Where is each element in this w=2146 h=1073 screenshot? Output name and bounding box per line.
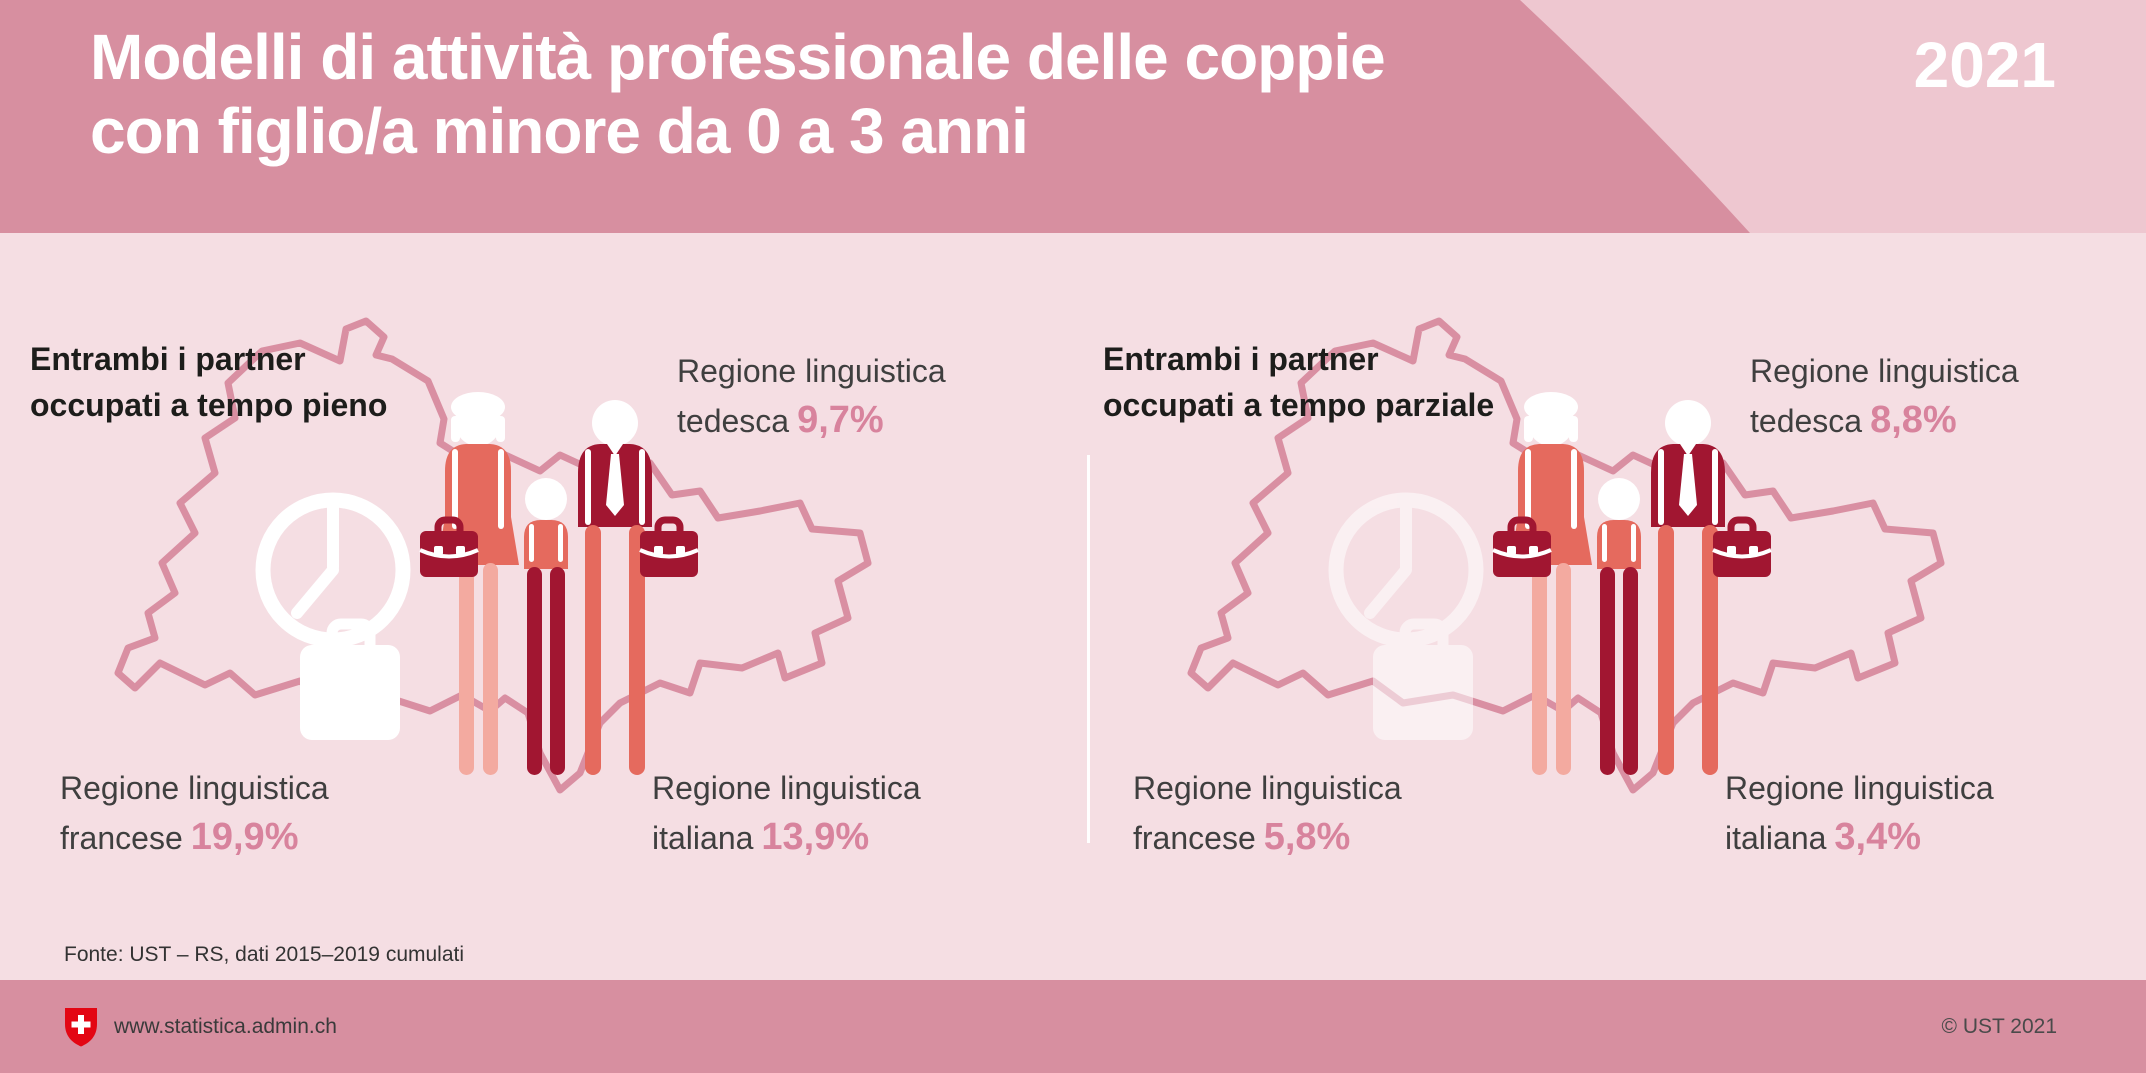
stat-region: italiana (652, 820, 754, 857)
stat-value: 5,8% (1263, 816, 1351, 859)
stat-label: Regione linguistica (652, 770, 921, 806)
header-corner-curve (1520, 0, 2146, 233)
panel-title-part-time: Entrambi i partner occupati a tempo parz… (1103, 341, 1495, 424)
stat-value: 3,4% (1834, 816, 1922, 859)
panel-divider (1087, 455, 1090, 843)
stat-region: francese (60, 820, 183, 857)
statistics-website-url: www.statistica.admin.ch (114, 1014, 337, 1038)
stat-label: Regione linguistica (1750, 353, 2019, 389)
page-title: Modelli di attività professionale delle … (90, 21, 1386, 168)
stat-region: francese (1133, 820, 1256, 857)
year-badge: 2021 (1913, 29, 2056, 101)
stat-french-region: Regione linguistica francese 5,8% (1133, 766, 1402, 865)
stat-label: Regione linguistica (60, 770, 329, 806)
brand: www.statistica.admin.ch (64, 980, 337, 1073)
stat-label: Regione linguistica (1725, 770, 1994, 806)
content-area: Entrambi i partner occupati a tempo pien… (0, 233, 2146, 980)
copyright: © UST 2021 (1941, 1014, 2057, 1038)
stat-value: 19,9% (190, 816, 299, 859)
family-icon (1493, 392, 1771, 775)
stat-label: Regione linguistica (1133, 770, 1402, 806)
clock-briefcase-icon (263, 500, 403, 740)
swiss-flag-icon (65, 1007, 97, 1046)
stat-italian-region: Regione linguistica italiana 3,4% (1725, 766, 1994, 865)
stat-region: italiana (1725, 820, 1827, 857)
stat-label: Regione linguistica (677, 353, 946, 389)
stat-value: 13,9% (761, 816, 870, 859)
panel-part-time: Entrambi i partner occupati a tempo parz… (1073, 233, 2146, 980)
family-icon (420, 392, 698, 775)
panel-full-time: Entrambi i partner occupati a tempo pien… (0, 233, 1073, 980)
stat-region: tedesca (1750, 403, 1863, 440)
stat-german-region: Regione linguistica tedesca 8,8% (1750, 349, 2019, 448)
header: Modelli di attività professionale delle … (0, 0, 2146, 233)
stat-italian-region: Regione linguistica italiana 13,9% (652, 766, 921, 865)
clock-briefcase-icon (1336, 500, 1476, 740)
footer-bar: www.statistica.admin.ch © UST 2021 (0, 980, 2146, 1073)
panel-title-full-time: Entrambi i partner occupati a tempo pien… (30, 341, 388, 424)
stat-value: 9,7% (797, 399, 884, 442)
source-note: Fonte: UST – RS, dati 2015–2019 cumulati (64, 943, 465, 966)
stat-value: 8,8% (1870, 399, 1957, 442)
stat-french-region: Regione linguistica francese 19,9% (60, 766, 329, 865)
stat-german-region: Regione linguistica tedesca 9,7% (677, 349, 946, 448)
stat-region: tedesca (677, 403, 790, 440)
